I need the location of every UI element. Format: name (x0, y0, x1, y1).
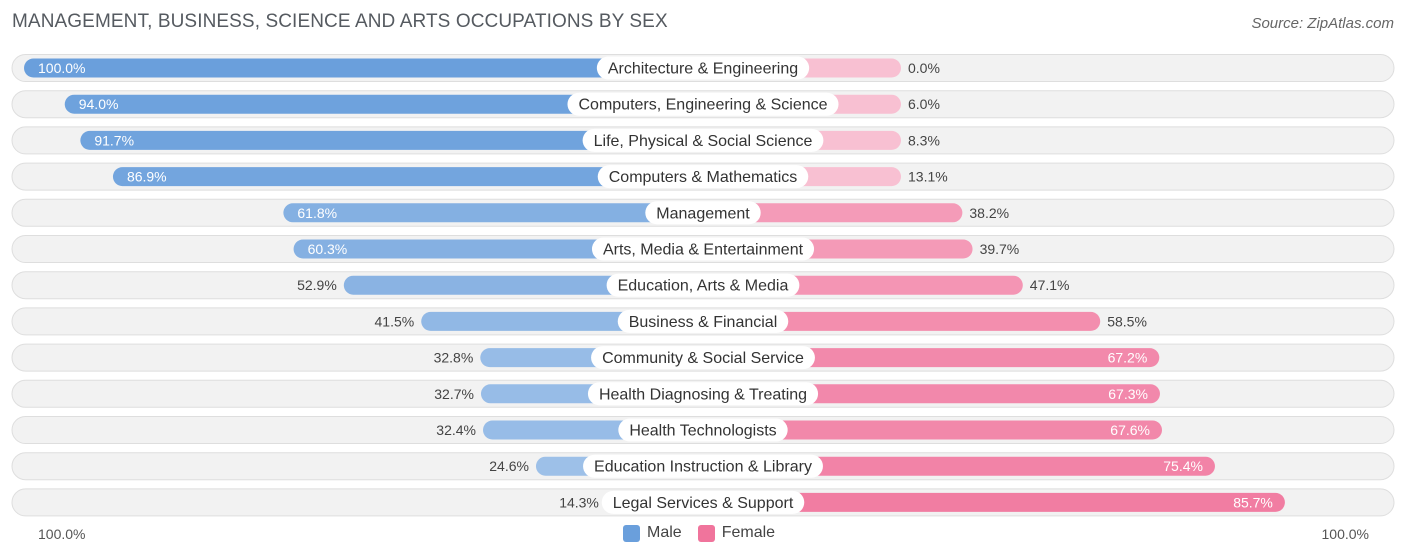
bar-male (24, 58, 703, 78)
value-label-female: 38.2% (969, 205, 1009, 221)
bar-female (703, 456, 1215, 476)
category-label-background (606, 273, 800, 297)
category-label-background (617, 309, 789, 333)
category-label: Health Diagnosing & Treating (599, 386, 807, 403)
legend: Male Female (623, 524, 791, 542)
value-label-female: 8.3% (908, 132, 940, 148)
value-label-female: 85.7% (1233, 494, 1273, 510)
legend-swatch-male (623, 524, 640, 542)
bar-female (703, 203, 963, 223)
category-label: Community & Social Service (602, 350, 804, 367)
value-label-female: 58.5% (1107, 313, 1147, 329)
value-label-male: 60.3% (308, 241, 348, 257)
category-label: Life, Physical & Social Science (594, 133, 813, 150)
category-label: Computers, Engineering & Science (578, 97, 827, 114)
value-label-male: 52.9% (297, 277, 337, 293)
category-label-background (591, 346, 815, 370)
category-label-background (567, 92, 839, 116)
category-label-background (597, 165, 809, 189)
value-label-male: 86.9% (127, 169, 167, 185)
bar-female (703, 420, 1163, 440)
value-label-male: 61.8% (297, 205, 337, 221)
category-label: Architecture & Engineering (608, 61, 798, 78)
value-label-female: 6.0% (908, 96, 940, 112)
value-label-male: 32.8% (434, 350, 474, 366)
category-label: Business & Financial (629, 314, 778, 331)
value-label-male: 100.0% (38, 60, 85, 76)
category-label: Legal Services & Support (613, 495, 794, 512)
bar-male (64, 94, 704, 114)
value-label-female: 47.1% (1030, 277, 1070, 293)
category-label: Computers & Mathematics (609, 169, 798, 186)
category-label: Education Instruction & Library (594, 459, 812, 476)
value-label-female: 75.4% (1163, 458, 1203, 474)
legend-item-female: Female (697, 524, 776, 542)
legend-label-male: Male (647, 524, 682, 541)
bar-male (80, 130, 704, 150)
category-label-background (582, 128, 824, 152)
value-label-male: 91.7% (94, 132, 134, 148)
bar-male (112, 167, 704, 187)
value-label-male: 24.6% (489, 458, 529, 474)
category-label: Arts, Media & Entertainment (603, 242, 804, 259)
category-label-background (591, 237, 815, 261)
bar-female (703, 311, 1101, 331)
value-label-female: 0.0% (908, 60, 940, 76)
category-label: Education, Arts & Media (618, 278, 789, 295)
category-label-background (645, 201, 761, 225)
category-label-background (583, 454, 823, 478)
value-label-male: 41.5% (375, 313, 415, 329)
value-label-male: 32.7% (434, 386, 474, 402)
value-label-male: 94.0% (79, 96, 119, 112)
legend-swatch-female (697, 524, 715, 542)
bar-female (703, 348, 1160, 368)
axis-left-label: 100.0% (38, 526, 86, 542)
chart-source: Source: ZipAtlas.com (1251, 15, 1394, 32)
legend-label-female: Female (721, 524, 776, 541)
category-label: Health Technologists (629, 423, 776, 440)
category-label: Management (656, 205, 750, 222)
value-label-male: 14.3% (559, 494, 599, 510)
category-label-background (587, 382, 819, 406)
legend-item-male: Male (623, 524, 682, 542)
bar-female (703, 492, 1285, 512)
value-label-female: 13.1% (908, 169, 948, 185)
category-label-background (596, 56, 810, 80)
bar-male (283, 203, 703, 223)
value-label-female: 67.3% (1108, 386, 1148, 402)
category-label-background (601, 490, 805, 514)
chart-title: MANAGEMENT, BUSINESS, SCIENCE AND ARTS O… (12, 11, 668, 32)
value-label-male: 32.4% (436, 422, 476, 438)
axis-right-label: 100.0% (1321, 526, 1369, 542)
value-label-female: 67.2% (1108, 350, 1148, 366)
value-label-female: 39.7% (980, 241, 1020, 257)
category-label-background (618, 418, 788, 442)
value-label-female: 67.6% (1110, 422, 1150, 438)
bar-female (703, 384, 1160, 404)
